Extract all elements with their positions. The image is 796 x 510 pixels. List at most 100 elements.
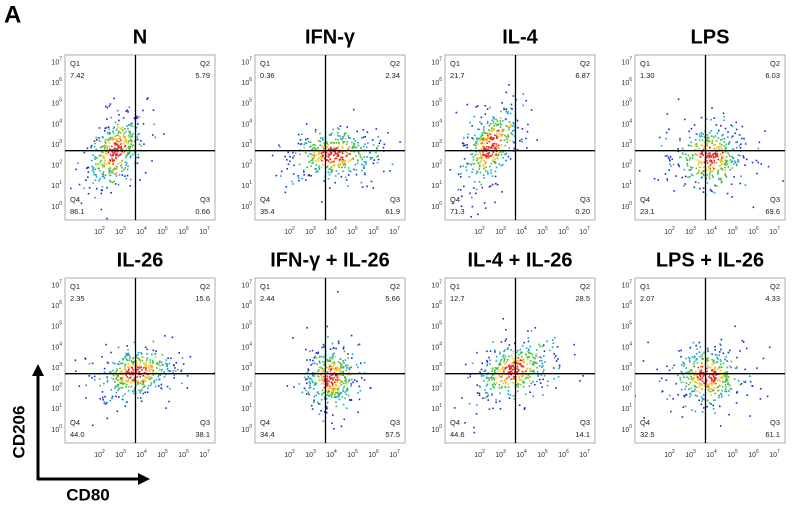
event-dot	[119, 161, 121, 164]
event-dot	[340, 384, 342, 386]
event-dot	[107, 362, 109, 364]
event-dot	[541, 362, 544, 365]
event-dot	[124, 393, 126, 395]
event-dot	[496, 132, 498, 135]
event-dot	[109, 153, 112, 156]
event-dot	[666, 178, 669, 180]
event-dot	[478, 168, 481, 170]
event-dot	[528, 356, 530, 359]
quadrant-name: Q3	[580, 418, 590, 427]
event-dot	[327, 383, 329, 385]
x-tick-label: 103	[115, 226, 126, 236]
event-dot	[141, 356, 144, 358]
event-dot	[679, 156, 682, 159]
event-dot	[115, 175, 118, 177]
event-dot	[697, 378, 699, 381]
event-dot	[541, 386, 543, 388]
event-dot	[123, 151, 125, 153]
event-dot	[715, 377, 717, 380]
event-dot	[736, 366, 738, 368]
event-dot	[470, 164, 473, 167]
event-dot	[693, 385, 696, 387]
tick-base: 10	[51, 282, 59, 289]
event-dot	[322, 356, 325, 358]
event-dot	[412, 141, 414, 143]
event-dot	[342, 159, 345, 161]
event-cloud	[271, 108, 414, 203]
event-dot	[105, 402, 108, 404]
tick-base: 10	[558, 452, 566, 459]
event-dot	[307, 368, 309, 371]
event-dot	[511, 108, 513, 110]
event-dot	[691, 355, 694, 358]
event-dot	[336, 387, 338, 390]
event-dot	[341, 396, 344, 398]
event-dot	[311, 381, 314, 384]
event-dot	[329, 394, 332, 396]
event-dot	[101, 391, 104, 393]
event-dot	[688, 359, 691, 361]
event-dot	[360, 377, 363, 379]
event-dot	[500, 135, 503, 137]
event-dot	[347, 167, 350, 169]
quadrant-name: Q4	[450, 195, 460, 204]
event-dot	[138, 143, 141, 146]
event-dot	[706, 162, 709, 165]
event-dot	[713, 371, 716, 373]
event-dot	[102, 171, 105, 173]
event-dot	[309, 160, 312, 162]
event-dot	[335, 170, 338, 172]
event-dot	[323, 364, 325, 366]
event-dot	[696, 133, 698, 136]
x-tick-label: 104	[706, 226, 717, 236]
event-dot	[137, 351, 140, 354]
event-dot	[479, 154, 482, 156]
tick-base: 10	[748, 452, 756, 459]
event-dot	[482, 397, 484, 400]
event-dot	[111, 155, 113, 157]
event-dot	[712, 153, 714, 155]
event-dot	[708, 177, 711, 180]
event-dot	[495, 152, 498, 155]
event-dot	[690, 387, 692, 390]
event-dot	[672, 397, 674, 400]
event-dot	[359, 362, 362, 365]
event-dot	[95, 136, 98, 139]
tick-exponent: 1	[439, 181, 442, 187]
quadrant-name: Q1	[70, 282, 80, 291]
event-dot	[707, 350, 710, 353]
event-dot	[558, 364, 561, 367]
event-dot	[94, 168, 97, 171]
event-dot	[493, 382, 496, 385]
event-dot	[316, 363, 318, 365]
event-dot	[758, 141, 761, 144]
event-dot	[340, 425, 343, 428]
event-dot	[512, 130, 514, 132]
event-dot	[334, 356, 337, 358]
event-dot	[120, 165, 122, 167]
event-dot	[343, 141, 345, 143]
event-dot	[341, 156, 344, 159]
event-dot	[114, 135, 117, 138]
event-dot	[515, 98, 518, 101]
event-dot	[327, 153, 330, 156]
event-dot	[140, 145, 143, 147]
event-dot	[141, 379, 144, 381]
event-dot	[516, 390, 519, 393]
event-dot	[713, 152, 716, 155]
event-dot	[376, 155, 378, 158]
event-dot	[100, 146, 103, 148]
event-dot	[336, 391, 338, 394]
tick-exponent: 0	[249, 424, 252, 430]
y-tick-label: 105	[51, 321, 62, 331]
event-dot	[125, 141, 128, 144]
event-dot	[321, 382, 323, 385]
tick-base: 10	[241, 303, 249, 310]
event-dot	[159, 374, 162, 376]
event-dot	[666, 179, 669, 182]
event-dot	[96, 138, 98, 141]
event-dot	[714, 367, 716, 370]
event-dot	[496, 120, 499, 122]
event-dot	[706, 399, 709, 402]
